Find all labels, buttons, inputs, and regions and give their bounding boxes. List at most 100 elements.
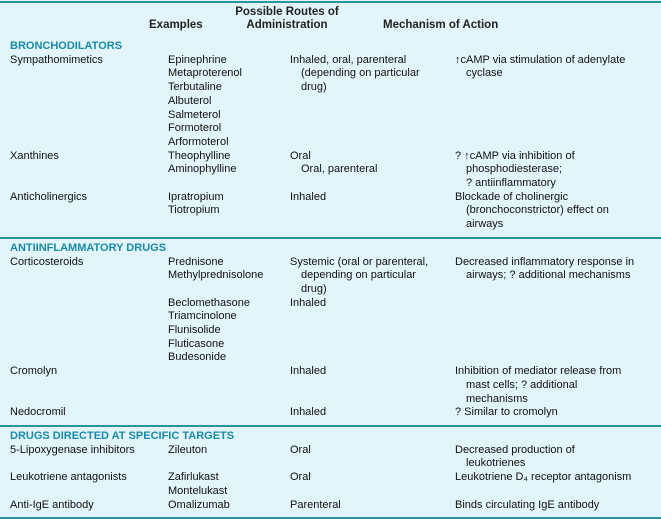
class-line: Sympathomimetics xyxy=(10,53,103,66)
cell-mechanism: Inhibition of mediator release from mast … xyxy=(455,365,661,406)
table-row: Anti-IgE antibody Omalizumab Parenteral Bin… xyxy=(0,499,661,513)
cell-mechanism: ↑cAMP via stimulation of adenylate cyclas… xyxy=(455,54,661,150)
cell-mechanism: ? Similar to cromolyn xyxy=(455,406,661,420)
section-divider xyxy=(0,236,661,239)
cell-class: Anti-IgE antibody xyxy=(10,499,168,513)
cell-mechanism xyxy=(455,297,661,366)
cell-examples: Epinephrine Metaproterenol Terbutaline Albu… xyxy=(168,54,290,150)
table-row: Nedocromil Inhaled ? Similar to cromolyn xyxy=(0,406,661,420)
cell-examples xyxy=(168,365,290,406)
section-title: BRONCHODILATORS xyxy=(10,40,123,52)
cell-routes: Oral xyxy=(290,444,455,471)
header-routes: Possible Routes of Administration xyxy=(233,6,341,32)
routes-line: Inhaled xyxy=(290,406,327,419)
class-line: Xanthines xyxy=(10,149,59,162)
routes-line: Inhaled xyxy=(290,296,327,309)
mechanism-line: mast cells; ? additional xyxy=(466,378,578,391)
class-line: Anti-IgE antibody xyxy=(10,498,94,511)
cell-mechanism: Leukotriene D₄ receptor antagonism xyxy=(455,471,661,498)
examples-line: Triamcinolone xyxy=(168,310,237,323)
cell-routes: Inhaled xyxy=(290,191,455,232)
mechanism-line: Binds circulating IgE antibody xyxy=(455,498,600,511)
class-line: Cromolyn xyxy=(10,365,58,378)
cell-class: Corticosteroids xyxy=(10,256,168,297)
section-divider xyxy=(0,424,661,427)
mechanism-line: leukotrienes xyxy=(466,457,526,470)
cell-examples: Zileuton xyxy=(168,444,290,471)
examples-line: Metaproterenol xyxy=(168,67,242,80)
header-routes-line2: Administration xyxy=(246,19,328,31)
examples-line: Beclomethasone xyxy=(168,296,250,309)
cell-examples: Ipratropium Tiotropium xyxy=(168,191,290,232)
cell-routes: Inhaled xyxy=(290,297,455,366)
examples-line: Omalizumab xyxy=(168,498,230,511)
cell-examples: Zafirlukast Montelukast xyxy=(168,471,290,498)
routes-line: Oral xyxy=(290,443,311,456)
table-row: Corticosteroids Prednisone Methylprednisol… xyxy=(0,256,661,297)
examples-line: Methylprednisolone xyxy=(168,269,264,282)
header-examples: Examples xyxy=(149,19,203,31)
cell-class: 5-Lipoxygenase inhibitors xyxy=(10,444,168,471)
top-rule xyxy=(0,1,661,3)
mechanism-line: (bronchoconstrictor) effect on xyxy=(466,204,609,217)
cell-examples: Prednisone Methylprednisolone xyxy=(168,256,290,297)
examples-line: Budesonide xyxy=(168,351,227,364)
table-row: Leukotriene antagonists Zafirlukast Montel… xyxy=(0,471,661,498)
mechanism-line: Blockade of cholinergic xyxy=(455,190,569,203)
mechanism-line: ? antiinflammatory xyxy=(466,177,556,190)
mechanism-line: Decreased production of xyxy=(455,443,575,456)
mechanism-line: cyclase xyxy=(466,67,503,80)
cell-class: Cromolyn xyxy=(10,365,168,406)
routes-line: Inhaled xyxy=(290,365,327,378)
cell-mechanism: ? ↑cAMP via inhibition of phosphodiestera… xyxy=(455,150,661,191)
routes-line: (depending on particular xyxy=(301,67,420,80)
examples-line: Prednisone xyxy=(168,255,224,268)
examples-line: Salmeterol xyxy=(168,108,221,121)
header-routes-line1: Possible Routes of xyxy=(235,6,339,18)
examples-line: Aminophylline xyxy=(168,163,237,176)
examples-line: Zileuton xyxy=(168,443,208,456)
cell-examples xyxy=(168,406,290,420)
section-title: DRUGS DIRECTED AT SPECIFIC TARGETS xyxy=(10,429,235,442)
examples-line: Arformoterol xyxy=(168,135,229,148)
routes-line: Inhaled xyxy=(290,190,327,203)
mechanism-line: phosphodiesterase; xyxy=(466,163,563,176)
class-line: Nedocromil xyxy=(10,406,66,419)
cell-class: Nedocromil xyxy=(10,406,168,420)
cell-routes: Oral Oral, parenteral xyxy=(290,150,455,191)
cell-routes: Inhaled, oral, parenteral (depending on p… xyxy=(290,54,455,150)
table-row: Xanthines Theophylline Aminophylline Oral Or… xyxy=(0,150,661,191)
cell-class: Leukotriene antagonists xyxy=(10,471,168,498)
class-line: Leukotriene antagonists xyxy=(10,471,127,484)
examples-line: Formoterol xyxy=(168,122,222,135)
examples-line: Epinephrine xyxy=(168,53,227,66)
section-2: DRUGS DIRECTED AT SPECIFIC TARGETS 5-Lipo… xyxy=(0,427,661,517)
examples-line: Terbutaline xyxy=(168,81,222,94)
cell-mechanism: Decreased production of leukotrienes xyxy=(455,444,661,471)
header-mechanism: Mechanism of Action xyxy=(383,19,499,31)
table-row: Cromolyn Inhaled Inhibition of mediator re… xyxy=(0,365,661,406)
mechanism-line: Decreased inflammatory response in xyxy=(455,255,635,268)
mechanism-line: Inhibition of mediator release from xyxy=(455,365,622,378)
cell-examples: Beclomethasone Triamcinolone Flunisolide Fl… xyxy=(168,297,290,366)
cell-routes: Systemic (oral or parenteral, depending o… xyxy=(290,256,455,297)
routes-line: drug) xyxy=(301,81,327,94)
cell-class: Anticholinergics xyxy=(10,191,168,232)
examples-line: Zafirlukast xyxy=(168,471,219,484)
cell-examples: Theophylline Aminophylline xyxy=(168,150,290,191)
section-1: ANTIINFLAMMATORY DRUGS Corticosteroids Pre… xyxy=(0,239,661,425)
routes-line: Oral xyxy=(290,149,311,162)
examples-line: Albuterol xyxy=(168,94,212,107)
table-header: Examples Possible Routes of Administrati… xyxy=(0,0,661,40)
mechanism-line: ↑cAMP via stimulation of adenylate xyxy=(455,53,626,66)
table-row: Beclomethasone Triamcinolone Flunisolide Fl… xyxy=(0,297,661,366)
cell-mechanism: Binds circulating IgE antibody xyxy=(455,499,661,513)
mechanism-line: Leukotriene D₄ receptor antagonism xyxy=(455,471,632,484)
cell-routes: Inhaled xyxy=(290,406,455,420)
table-row: Anticholinergics Ipratropium Tiotropium Inh… xyxy=(0,191,661,232)
examples-line: Theophylline xyxy=(168,149,231,162)
table-row: 5-Lipoxygenase inhibitors Zileuton Oral Dec… xyxy=(0,444,661,471)
routes-line: Oral xyxy=(290,471,311,484)
cell-routes: Parenteral xyxy=(290,499,455,513)
cell-routes: Oral xyxy=(290,471,455,498)
